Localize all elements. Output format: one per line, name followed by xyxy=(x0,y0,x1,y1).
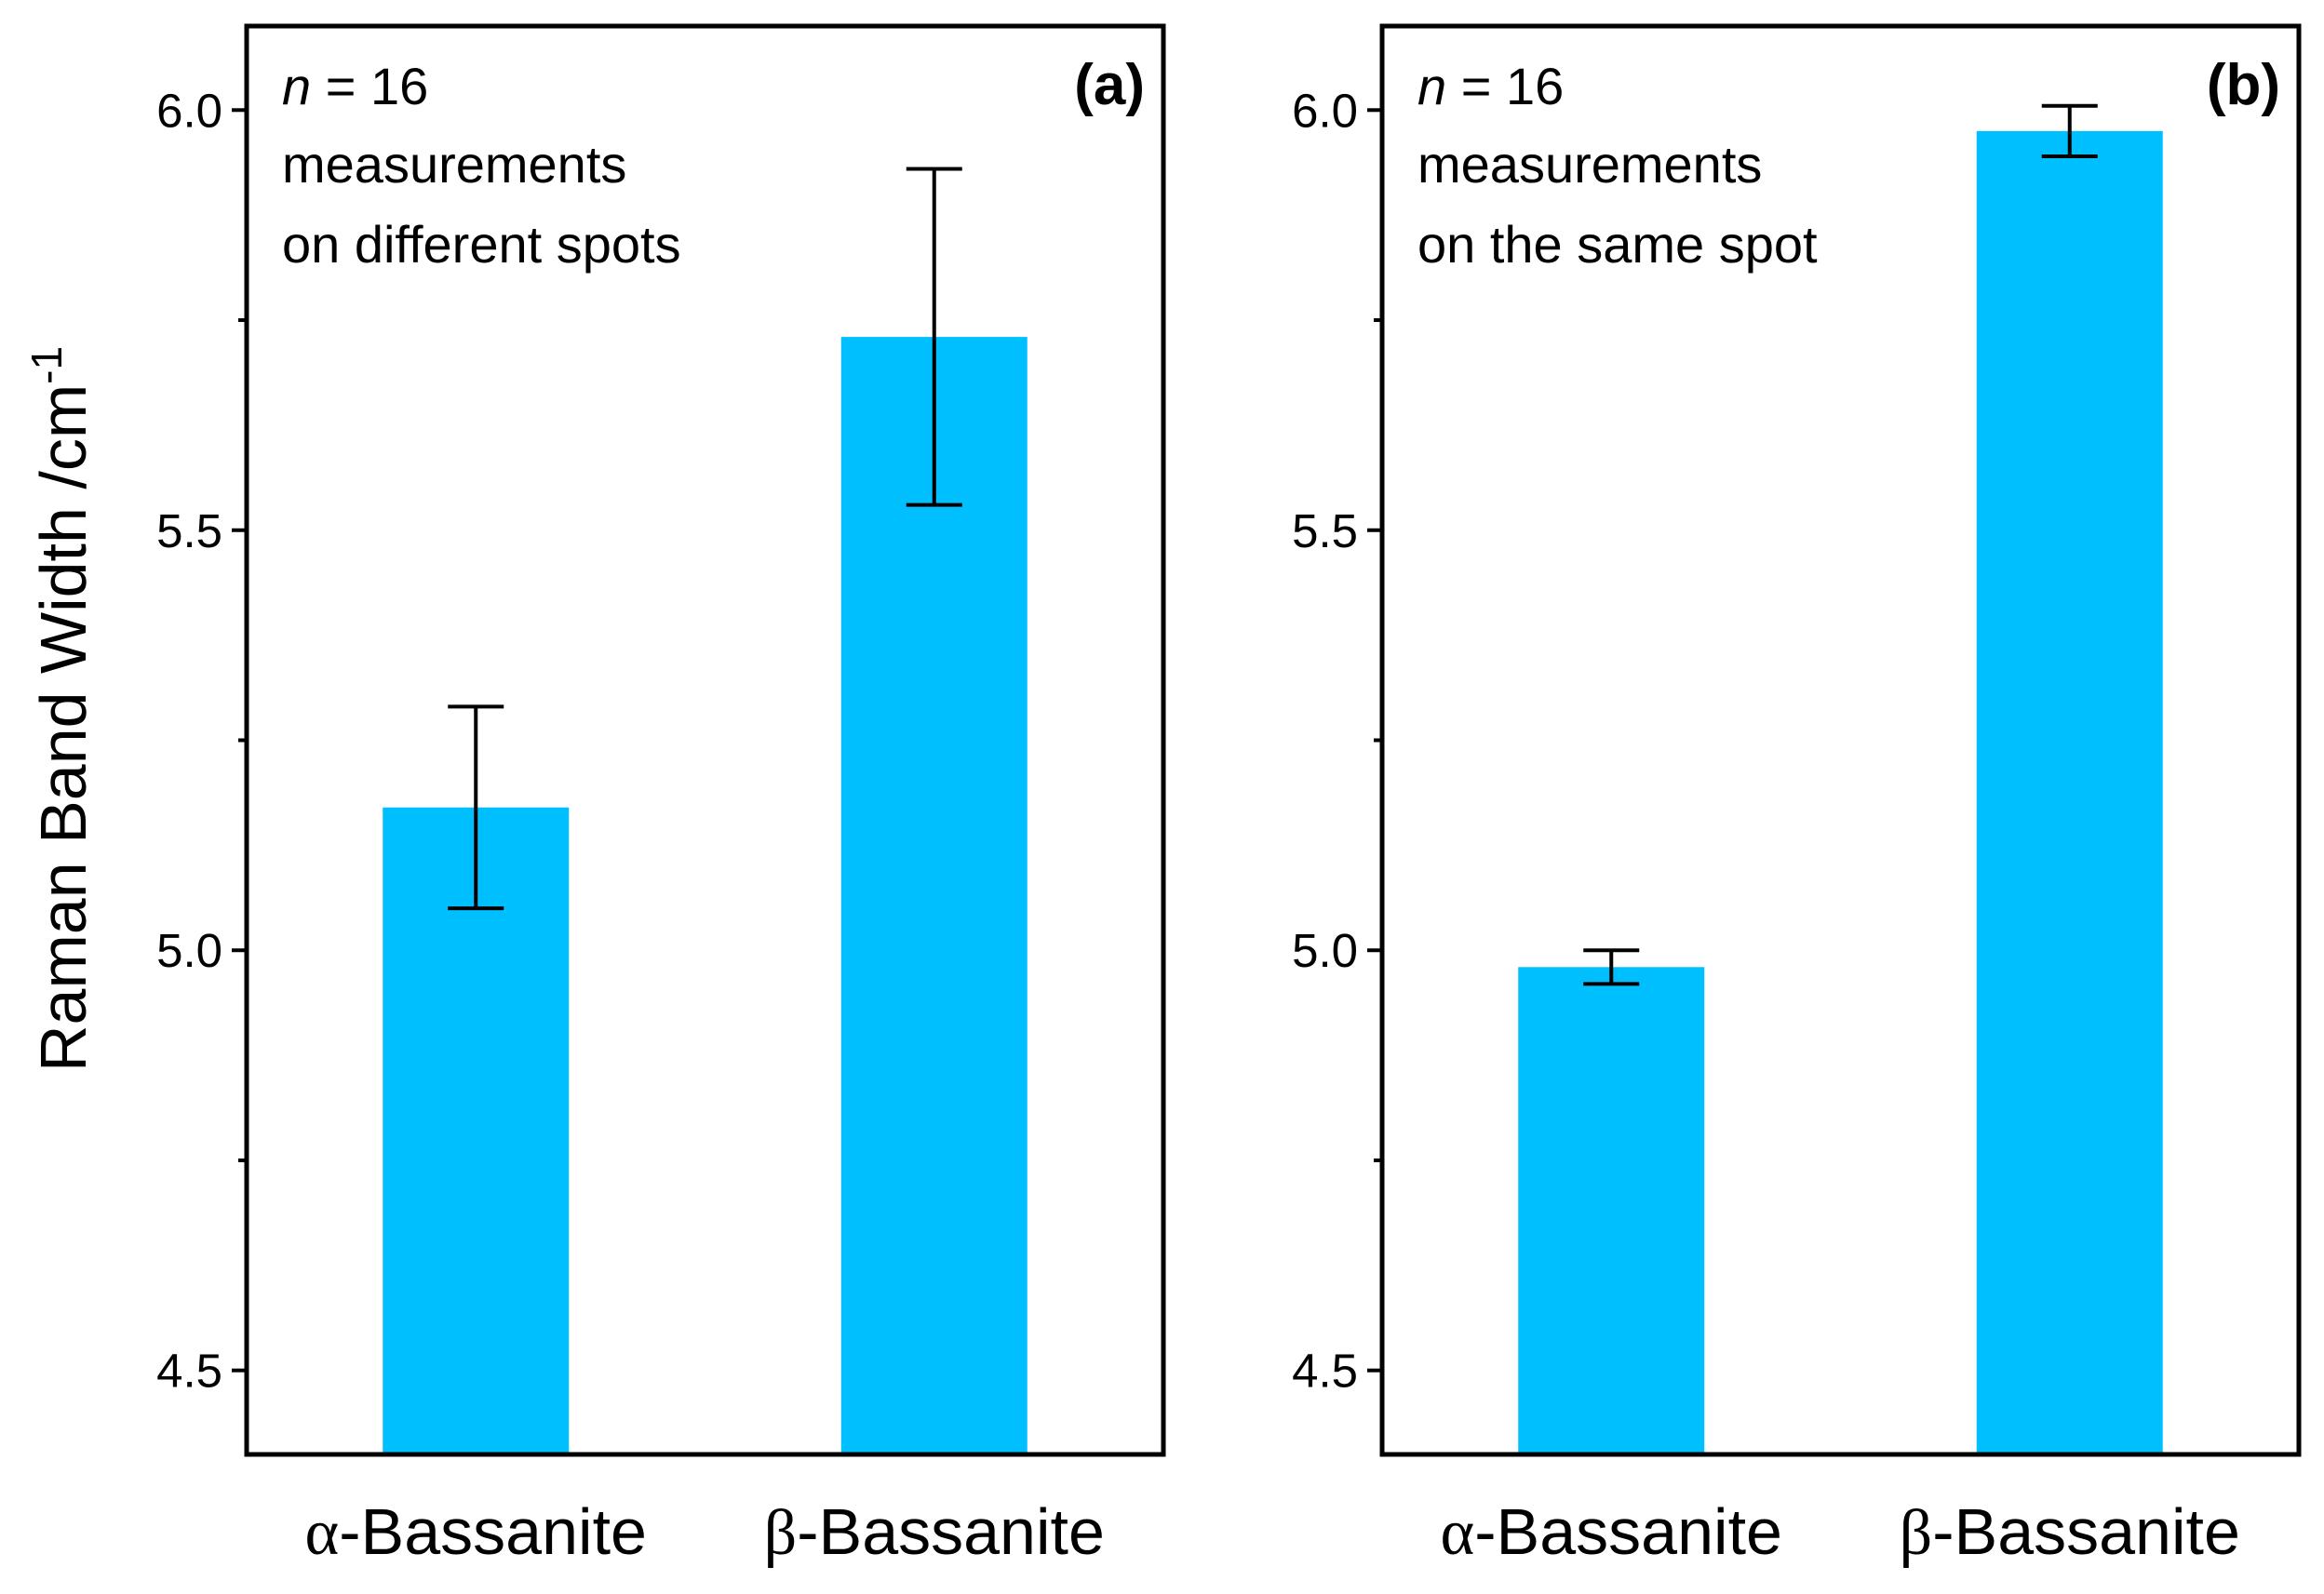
panel-b-error-bar-alpha xyxy=(1583,948,1640,986)
panel-a-y-tick-label: 5.0 xyxy=(156,924,222,977)
panel-b-y-tick-label: 5.0 xyxy=(1292,924,1358,977)
panel-a-annotation-line3: on different spots xyxy=(282,215,681,274)
panel-b-category-alpha: α-Bassanite xyxy=(1441,1495,1782,1569)
panel-a-n-symbol: n xyxy=(282,57,311,115)
panel-b-y-tick-label: 6.0 xyxy=(1292,84,1358,137)
panel-b-category-alpha-text: -Bassanite xyxy=(1474,1495,1782,1568)
panel-b-y-tick-label: 4.5 xyxy=(1292,1345,1358,1398)
panel-a-category-beta-greek: β xyxy=(764,1497,798,1569)
panel-a-y-axis: 4.5 5.0 5.5 6.0 xyxy=(156,84,247,1398)
panel-a-category-beta-text: -Bassanite xyxy=(797,1495,1105,1568)
panel-b-category-beta-text: -Bassanite xyxy=(1932,1495,2240,1568)
panel-a-label: (a) xyxy=(1074,53,1145,117)
y-axis-label: Raman Band Width /cm-1 xyxy=(22,346,100,1072)
panel-b-annotation-line1: n = 16 xyxy=(1417,57,1564,115)
panel-b-error-bar-beta xyxy=(2041,103,2098,158)
panel-a-annotation-line2: measurements xyxy=(282,135,626,194)
panel-a: 4.5 5.0 5.5 6.0 n = 16 measurements on diff… xyxy=(156,23,1166,1569)
panel-b-category-beta-greek: β xyxy=(1900,1497,1933,1569)
panel-a-marks xyxy=(383,167,1028,1454)
panel-b-bar-beta xyxy=(1976,130,2163,1454)
panel-a-category-beta: β-Bassanite xyxy=(764,1495,1105,1569)
panel-a-category-alpha: α-Bassanite xyxy=(305,1495,647,1569)
panel-b-annotation-line2: measurements xyxy=(1417,135,1762,194)
panel-a-y-tick-label: 5.5 xyxy=(156,504,222,557)
panel-a-bar-alpha xyxy=(383,807,570,1454)
panel-b-marks xyxy=(1518,103,2163,1454)
panel-b-y-axis: 4.5 5.0 5.5 6.0 xyxy=(1292,84,1382,1398)
panel-a-y-tick-label: 4.5 xyxy=(156,1345,222,1398)
panel-a-bar-beta xyxy=(840,337,1028,1454)
panel-a-n-value: = 16 xyxy=(311,57,428,115)
panel-b-annotation-line3: on the same spot xyxy=(1417,215,1818,274)
panel-b-category-beta: β-Bassanite xyxy=(1900,1495,2240,1569)
panel-b-n-symbol: n xyxy=(1417,57,1446,115)
panel-a-y-tick-label: 6.0 xyxy=(156,84,222,137)
panel-a-error-bar-alpha xyxy=(448,704,504,911)
panel-b-category-alpha-greek: α xyxy=(1441,1497,1475,1569)
panel-b-y-tick-label: 5.5 xyxy=(1292,504,1358,557)
panel-a-category-alpha-greek: α xyxy=(305,1497,340,1569)
panel-b-n-value: = 16 xyxy=(1446,57,1564,115)
panel-b: 4.5 5.0 5.5 6.0 n = 16 measurements on the … xyxy=(1292,23,2302,1569)
y-axis-label-text: Raman Band Width /cm xyxy=(27,384,100,1072)
y-axis-label-superscript: -1 xyxy=(22,346,71,384)
panel-b-label: (b) xyxy=(2207,53,2280,117)
panel-a-category-alpha-text: -Bassanite xyxy=(339,1495,647,1568)
panel-a-annotation-line1: n = 16 xyxy=(282,57,428,115)
panel-a-error-bar-beta xyxy=(906,167,962,507)
panel-b-bar-alpha xyxy=(1518,967,1705,1454)
